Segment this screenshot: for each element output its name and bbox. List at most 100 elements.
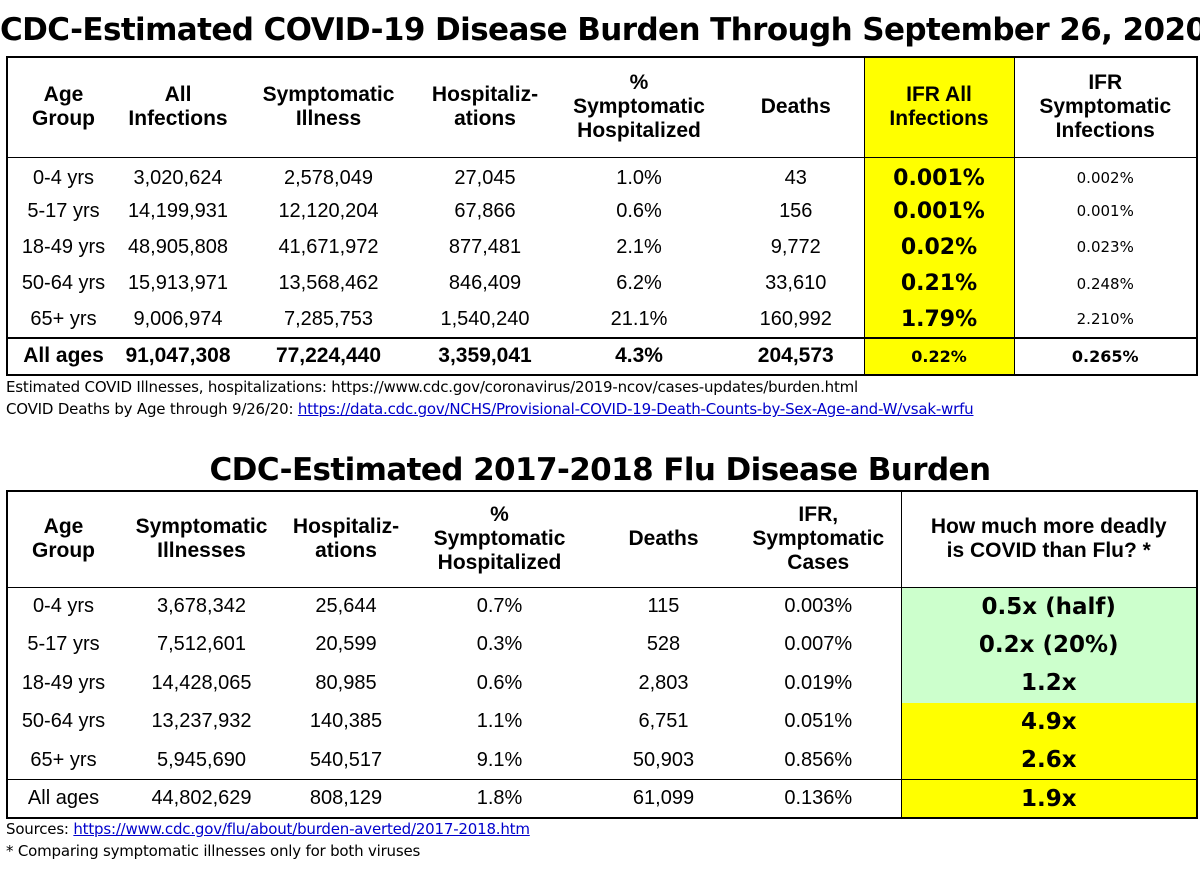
- cell-symptomatic-illnesses: 7,512,601: [157, 633, 246, 656]
- header-line: IFR,: [798, 503, 839, 527]
- cell-deaths: 6,751: [638, 710, 689, 733]
- cell-ifr-all-infections: 0.02%: [863, 229, 1015, 266]
- header-line: Group: [32, 107, 95, 131]
- covid-deaths-source-label: COVID Deaths by Age through 9/26/20:: [6, 400, 298, 418]
- cell-covid-vs-flu: 2.6x: [900, 741, 1197, 780]
- cell-age-group: 50-64 yrs: [21, 710, 106, 733]
- cell-age-group: 65+ yrs: [30, 307, 97, 330]
- cell-all-infections: 9,006,974: [133, 307, 223, 330]
- cell-ifr-all-infections: 0.001%: [863, 193, 1015, 230]
- table-row: 65+ yrs 9,006,974 7,285,753 1,540,240 21.1% 1…: [7, 301, 1197, 338]
- col-header-all-infections: All Infections: [119, 57, 237, 157]
- cell-hospitalizations: 540,517: [309, 748, 383, 771]
- cell-symptomatic-illnesses: 5,945,690: [157, 748, 246, 771]
- flu-sources: Sources: https://www.cdc.gov/flu/about/b…: [6, 818, 530, 840]
- cell-all-infections: 3,020,624: [133, 166, 223, 189]
- header-line: Infections: [1055, 119, 1155, 143]
- header-line: IFR: [1088, 71, 1123, 95]
- cell-age-group: 0-4 yrs: [32, 595, 95, 617]
- cell-hospitalizations: 67,866: [454, 199, 516, 222]
- cell-ifr-symptomatic: 2.210%: [1076, 310, 1134, 329]
- cell-pct-hospitalized: 1.0%: [616, 166, 662, 189]
- cell-symptomatic-illness: 2,578,049: [284, 166, 373, 189]
- cell-ifr-symptomatic: 0.002%: [1076, 169, 1134, 188]
- covid-deaths-source-link[interactable]: https://data.cdc.gov/NCHS/Provisional-CO…: [297, 400, 974, 418]
- flu-sources-note: Sources: https://www.cdc.gov/flu/about/b…: [6, 818, 530, 862]
- cell-deaths: 2,803: [638, 671, 689, 694]
- cell-pct-hospitalized: 0.3%: [476, 633, 523, 656]
- cell-all-infections: 48,905,808: [127, 235, 229, 258]
- cell-age-group: All ages: [23, 344, 104, 368]
- cell-hospitalizations: 846,409: [448, 272, 522, 295]
- cell-deaths: 33,610: [765, 272, 827, 295]
- cell-symptomatic-illnesses: 44,802,629: [151, 787, 252, 809]
- col-header-symptomatic-illness: Symptomatic Illness: [237, 57, 420, 157]
- cell-ifr-symptomatic: 0.265%: [1071, 346, 1139, 366]
- header-line: Symptomatic: [135, 515, 268, 539]
- table-row: 18-49 yrs 48,905,808 41,671,972 877,481 2.1%…: [7, 229, 1197, 266]
- header-line: ations: [315, 539, 377, 563]
- covid-burden-table: Age Group All Infections Symptomatic Illnes…: [6, 56, 1198, 376]
- cell-deaths: 115: [647, 595, 680, 617]
- covid-sources-note: Estimated COVID Illnesses, hospitalizati…: [6, 376, 974, 420]
- cell-ifr-symptomatic: 0.856%: [784, 748, 853, 771]
- table-row: 65+ yrs 5,945,690 540,517 9.1% 50,903 0.856% 2…: [7, 741, 1197, 780]
- header-line: Deaths: [760, 95, 831, 119]
- flu-sources-link[interactable]: https://www.cdc.gov/flu/about/burden-ave…: [73, 820, 530, 838]
- cell-symptomatic-illness: 13,568,462: [278, 272, 379, 295]
- flu-header-row: Age Group Symptomatic Illnesses Hospitaliz…: [7, 491, 1197, 587]
- cell-age-group: 0-4 yrs: [32, 166, 95, 189]
- cell-hospitalizations: 3,359,041: [438, 344, 532, 368]
- header-line: %: [629, 71, 649, 95]
- cell-ifr-all-infections: 0.21%: [863, 265, 1015, 302]
- header-line: IFR All: [906, 83, 972, 107]
- cell-pct-hospitalized: 6.2%: [616, 272, 662, 295]
- cell-ifr-all-infections: 0.001%: [863, 157, 1015, 194]
- table-row: 18-49 yrs 14,428,065 80,985 0.6% 2,803 0.019%…: [7, 664, 1197, 703]
- cell-age-group: 18-49 yrs: [21, 235, 106, 258]
- table-row: 50-64 yrs 13,237,932 140,385 1.1% 6,751 0.051…: [7, 702, 1197, 741]
- header-line: is COVID than Flu? *: [946, 539, 1151, 563]
- cell-deaths: 9,772: [770, 235, 821, 258]
- header-line: Symptomatic: [752, 527, 885, 551]
- cell-ifr-all-infections: 0.22%: [863, 337, 1015, 375]
- col-header-age-group: Age Group: [7, 491, 119, 587]
- col-header-ifr-symptomatic: IFR, Symptomatic Cases: [736, 491, 901, 587]
- col-header-pct-hospitalized: % Symptomatic Hospitalized: [550, 57, 728, 157]
- col-header-hospitalizations: Hospitaliz-ations: [420, 57, 550, 157]
- cell-deaths: 156: [779, 199, 813, 222]
- col-header-ifr-symptomatic: IFR Symptomatic Infections: [1014, 57, 1197, 157]
- cell-age-group: 5-17 yrs: [27, 199, 100, 222]
- cell-hospitalizations: 877,481: [448, 235, 522, 258]
- cell-ifr-all-infections: 1.79%: [863, 301, 1015, 338]
- cell-all-infections: 14,199,931: [127, 199, 229, 222]
- cell-covid-vs-flu: 4.9x: [900, 702, 1197, 741]
- header-line: Symptomatic: [1039, 95, 1172, 119]
- cell-symptomatic-illnesses: 13,237,932: [151, 710, 252, 733]
- col-header-covid-vs-flu: How much more deadly is COVID than Flu? *: [900, 491, 1197, 587]
- header-line: Hospitaliz-: [292, 515, 400, 539]
- cell-all-infections: 15,913,971: [127, 272, 229, 295]
- cell-covid-vs-flu: 1.2x: [900, 664, 1197, 703]
- cell-pct-hospitalized: 1.1%: [476, 710, 523, 733]
- cell-pct-hospitalized: 0.7%: [476, 595, 523, 617]
- header-line: Infections: [128, 107, 228, 131]
- header-line: Symptomatic: [262, 83, 395, 107]
- header-line: All: [164, 83, 192, 107]
- cell-deaths: 204,573: [757, 344, 834, 368]
- cell-deaths: 61,099: [632, 787, 695, 809]
- cell-ifr-symptomatic: 0.023%: [1076, 238, 1134, 257]
- cell-hospitalizations: 80,985: [315, 671, 377, 694]
- col-header-deaths: Deaths: [728, 57, 864, 157]
- covid-deaths-source: COVID Deaths by Age through 9/26/20: htt…: [6, 398, 974, 420]
- cell-covid-vs-flu: 0.5x (half): [900, 587, 1197, 626]
- cell-ifr-symptomatic: 0.001%: [1076, 202, 1134, 221]
- header-line: Symptomatic: [433, 527, 566, 551]
- table-row: All ages 91,047,308 77,224,440 3,359,041 4.3…: [7, 337, 1197, 375]
- flu-footnote: * Comparing symptomatic illnesses only f…: [6, 842, 421, 860]
- header-line: Hospitalized: [437, 551, 562, 575]
- cell-all-infections: 91,047,308: [125, 344, 231, 368]
- cell-hospitalizations: 27,045: [454, 166, 516, 189]
- cell-pct-hospitalized: 21.1%: [610, 307, 668, 330]
- cell-deaths: 528: [646, 633, 681, 656]
